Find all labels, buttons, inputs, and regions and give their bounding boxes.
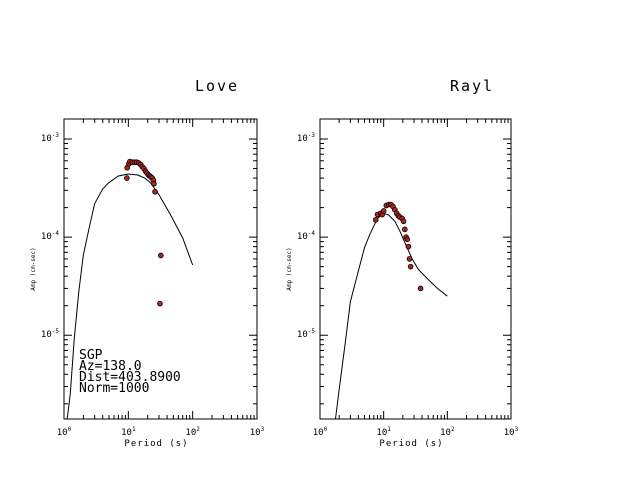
data-point [157,300,163,307]
data-point [407,263,414,270]
data-point [372,217,379,223]
panel-title: Rayl [450,77,494,95]
model-curve [334,212,448,419]
x-axis-label: Period (s) [124,439,188,449]
annotation-line: Az=138.0 [79,359,142,374]
data-point [400,218,407,225]
plot-frame [63,118,258,420]
data-point [380,208,387,214]
y-axis-label: Amp (cm-sec) [30,247,37,290]
plot-area [334,201,448,419]
data-point [406,256,413,262]
x-tick-label: 103 [504,426,519,438]
y-tick-label: 10-3 [41,132,59,144]
plot-area [66,158,194,419]
x-tick-label: 100 [57,426,72,438]
data-point [124,175,130,181]
x-tick-label: 101 [121,426,136,438]
data-point [404,236,411,243]
x-axis-label: Period (s) [379,439,443,449]
data-point [402,226,408,233]
y-tick-label: 10-5 [41,328,59,340]
x-tick-label: 102 [440,426,455,438]
x-tick-label: 101 [376,426,391,438]
y-tick-label: 10-4 [297,230,315,242]
y-axis-label: Amp (cm-sec) [286,247,293,290]
x-tick-label: 102 [185,426,200,438]
data-point [417,285,424,292]
panel-title: Love [195,77,239,95]
data-point [405,243,412,250]
annotation-line: Norm=1000 [79,381,149,396]
annotation-line: Dist=403.8900 [79,370,181,385]
x-tick-label: 100 [313,426,328,438]
data-point [152,188,158,195]
plot-frame [319,118,512,420]
y-tick-label: 10-4 [41,230,59,242]
data-point [158,252,164,259]
y-tick-label: 10-3 [297,132,315,144]
panel-rayl: Rayl 100 101 102 103 10-5 10-4 10-3 Period (s) Am… [286,77,519,449]
panel-love: Love 100 101 102 103 10-5 10-4 10-3 Period (s) Am… [30,77,265,449]
y-tick-label: 10-5 [297,328,315,340]
x-tick-label: 103 [250,426,265,438]
model-curve [66,173,194,419]
data-point [151,180,157,187]
annotation-line: SGP [79,348,103,363]
